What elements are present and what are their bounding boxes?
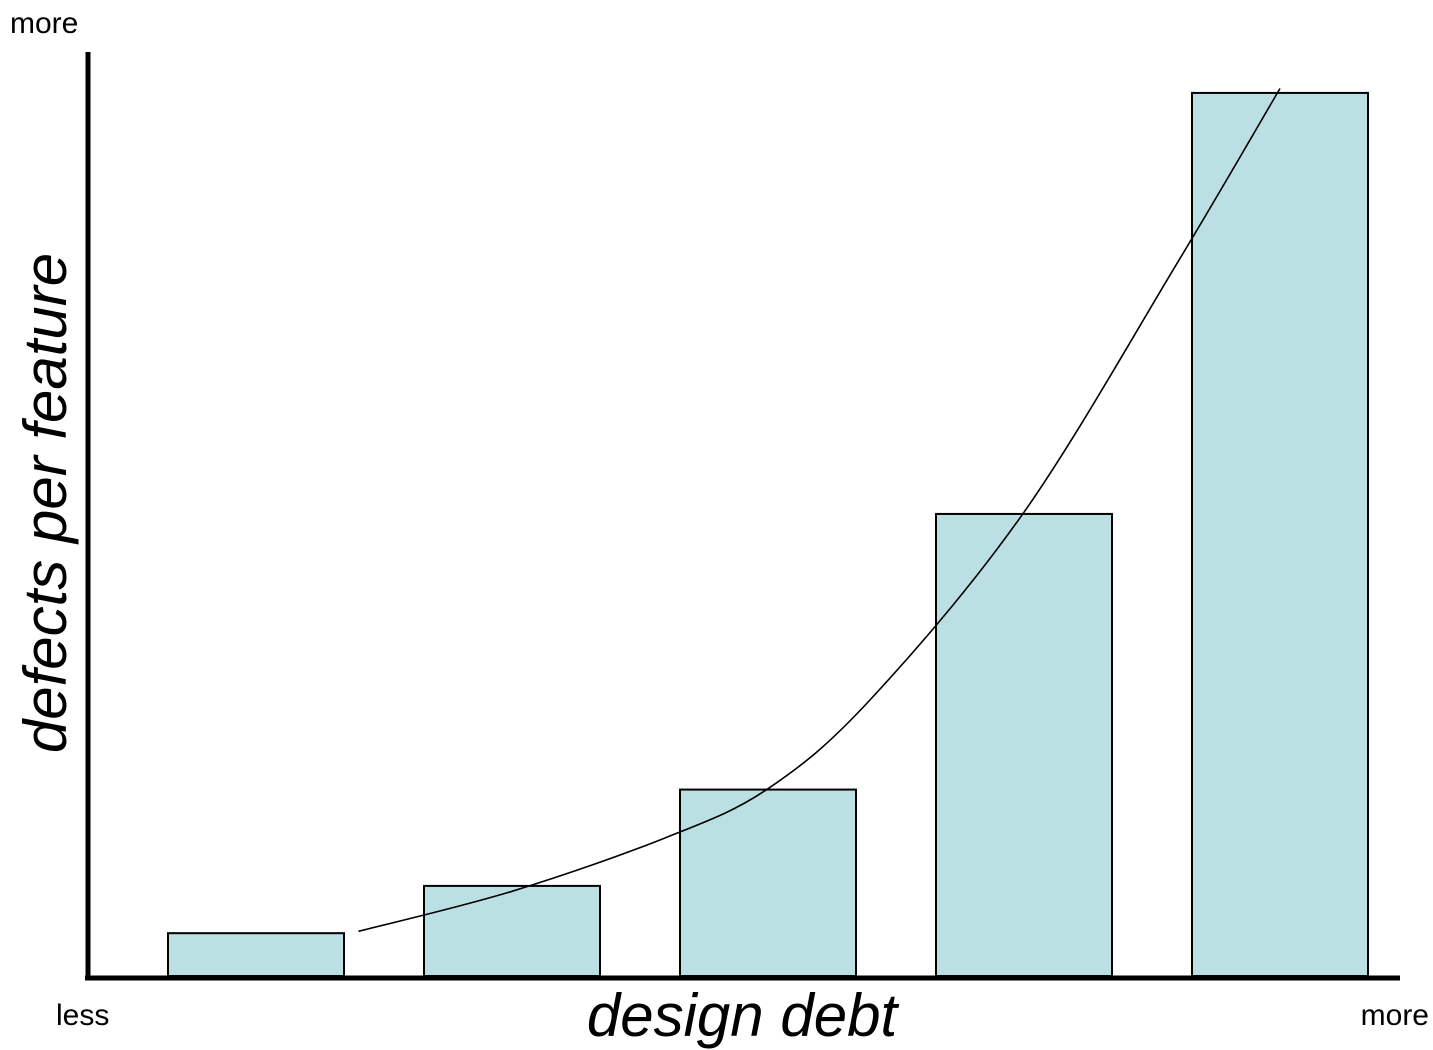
y-axis-high-label: more — [10, 7, 78, 40]
bar-2 — [423, 884, 601, 978]
bars-group — [167, 91, 1369, 978]
bar-4 — [935, 512, 1113, 977]
trend-line — [358, 88, 1281, 933]
x-axis-high-label: more — [1361, 999, 1429, 1032]
bar-1 — [167, 932, 345, 978]
y-axis-title: defects per feature — [12, 253, 79, 753]
x-axis-low-label: less — [56, 999, 109, 1032]
x-axis-title: design debt — [587, 982, 900, 1049]
bar-3 — [679, 788, 857, 978]
bar-5 — [1191, 91, 1369, 978]
